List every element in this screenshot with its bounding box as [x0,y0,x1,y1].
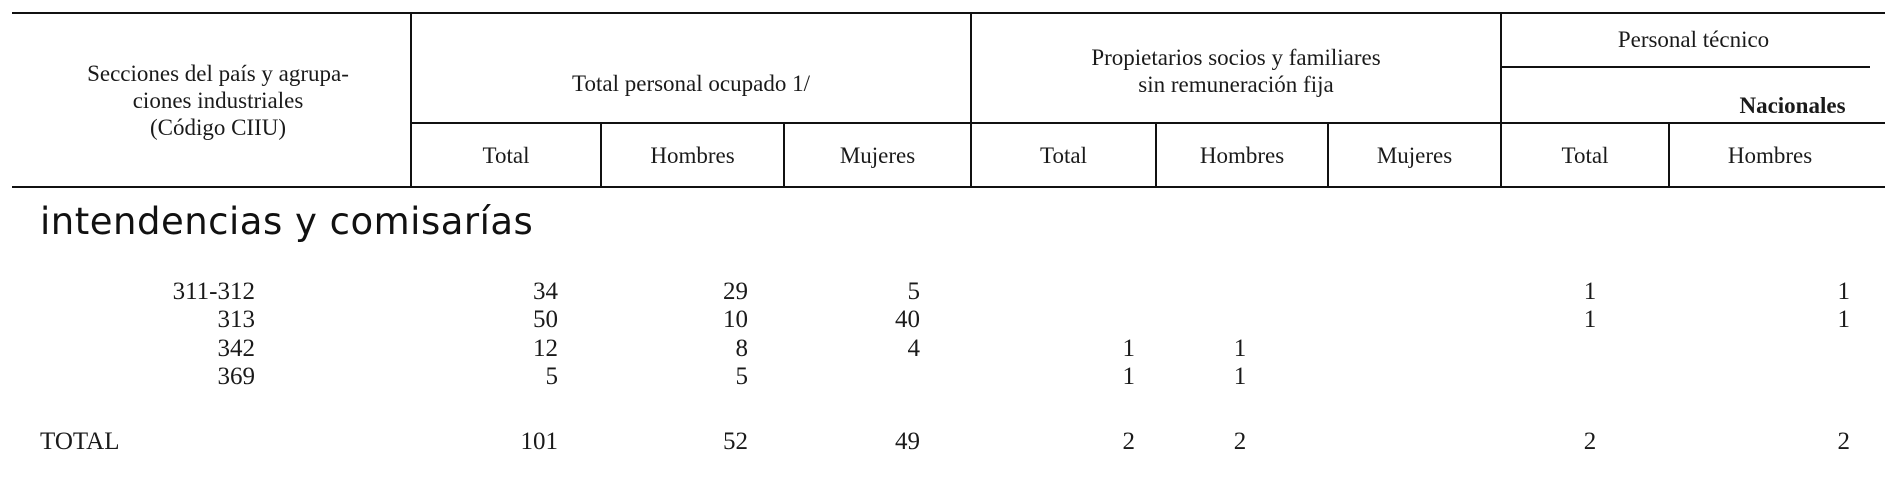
cell-mujeres: 5 [907,278,921,305]
cell-hombres: 29 [723,278,748,305]
row-code: 342 [217,335,256,362]
subheader-mujeres: Mujeres [1376,143,1453,168]
cell-prop-total: 1 [1122,363,1136,390]
cell-prop-hombres: 1 [1233,363,1247,390]
cell-tecnico-hombres: 1 [1837,278,1851,305]
cell-mujeres: 4 [907,335,921,362]
divider [1500,12,1502,186]
cell-prop-hombres: 1 [1233,335,1247,362]
cell-prop-total: 2 [1122,428,1136,455]
cell-tecnico-total: 1 [1583,306,1597,333]
divider [410,122,1885,124]
section-title: intendencias y comisarías [40,200,534,243]
cell-total: 5 [545,363,559,390]
col-header-personal-tecnico: Personal técnico [1617,27,1770,52]
subheader-hombres: Hombres [650,143,735,168]
cell-tecnico-hombres: 2 [1837,428,1851,455]
cell-prop-hombres: 2 [1233,428,1247,455]
subheader-total: Total [482,143,530,168]
col-header-total-personal: Total personal ocupado 1/ [572,71,810,96]
divider [1327,122,1329,186]
divider [783,122,785,186]
cell-tecnico-hombres: 1 [1837,306,1851,333]
col-header-propietarios: Propietarios socios y familiares sin rem… [1091,45,1381,97]
cell-total: 101 [520,428,559,455]
cell-hombres: 5 [735,363,749,390]
total-label: TOTAL [40,428,120,455]
subheader-total: Total [1561,143,1609,168]
cell-hombres: 8 [735,335,749,362]
cell-total: 34 [533,278,558,305]
cell-prop-total: 1 [1122,335,1136,362]
subheader-hombres: Hombres [1727,143,1813,168]
cell-hombres: 52 [723,428,748,455]
divider [1155,122,1157,186]
divider [600,122,602,186]
col-header-sections: Secciones del país y agrupa- ciones indu… [87,61,349,140]
subheader-mujeres: Mujeres [839,143,916,168]
divider [410,12,412,186]
divider [1668,122,1670,186]
row-code: 311-312 [172,278,255,305]
table-header [12,12,1885,188]
row-code: 313 [217,306,256,333]
cell-total: 12 [533,335,558,362]
col-header-nacionales: Nacionales [1739,93,1846,118]
cell-mujeres: 49 [895,428,920,455]
divider [1500,66,1870,68]
cell-total: 50 [533,306,558,333]
subheader-hombres: Hombres [1199,143,1285,168]
divider [970,12,972,186]
row-code: 369 [217,363,256,390]
cell-hombres: 10 [723,306,748,333]
cell-tecnico-total: 1 [1583,278,1597,305]
cell-tecnico-total: 2 [1583,428,1597,455]
subheader-total: Total [1040,143,1087,168]
cell-mujeres: 40 [895,306,920,333]
